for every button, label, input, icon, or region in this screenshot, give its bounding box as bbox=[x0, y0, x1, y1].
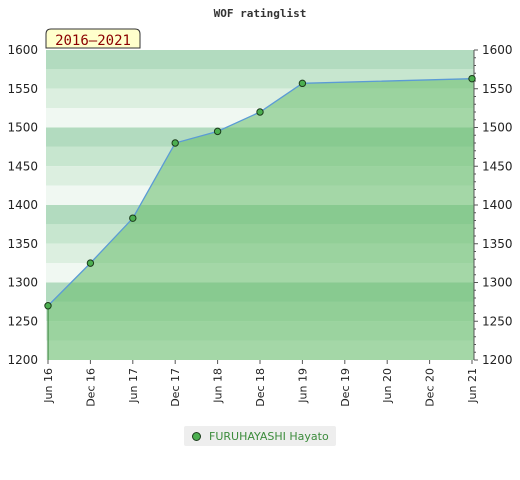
chart-title: WOF ratinglist bbox=[214, 7, 307, 20]
data-point bbox=[129, 214, 137, 222]
y-tick-label-left: 1300 bbox=[7, 276, 38, 290]
period-badge-label: 2016–2021 bbox=[55, 33, 131, 49]
data-point bbox=[256, 108, 264, 116]
x-tick-label: Jun 19 bbox=[296, 368, 309, 404]
data-point bbox=[213, 127, 222, 136]
y-tick-label-left: 1200 bbox=[7, 353, 38, 367]
x-tick-label: Jun 20 bbox=[381, 368, 394, 404]
x-tick-label: Dec 16 bbox=[84, 368, 97, 407]
y-tick-label-left: 1400 bbox=[7, 198, 38, 212]
y-tick-label-right: 1350 bbox=[482, 237, 513, 251]
y-tick-label-left: 1250 bbox=[7, 314, 38, 328]
y-tick-label-left: 1350 bbox=[7, 237, 38, 251]
legend-label: FURUHAYASHI Hayato bbox=[209, 429, 329, 443]
x-tick-label: Dec 19 bbox=[339, 368, 352, 407]
x-tick-label: Dec 18 bbox=[254, 368, 267, 407]
y-axis-left: 1200 1250 1300 1350 1400 1450 1500 1550 1600 bbox=[7, 43, 38, 367]
x-tick-label: Jun 17 bbox=[127, 368, 140, 404]
period-badge: 2016–2021 bbox=[45, 28, 141, 49]
legend-marker-icon bbox=[192, 431, 201, 441]
x-tick-label: Jun 18 bbox=[212, 368, 225, 404]
x-axis: Jun 16 Dec 16 Jun 17 Dec 17 Jun 18 Dec 18 Jun … bbox=[42, 360, 479, 407]
data-point bbox=[171, 139, 179, 147]
x-tick-label: Dec 17 bbox=[169, 368, 182, 407]
legend: FURUHAYASHI Hayato bbox=[184, 426, 336, 446]
y-axis-right: 1200 1250 1300 1350 1400 1450 1500 1550 1600 bbox=[473, 43, 513, 367]
y-tick-label-left: 1550 bbox=[7, 82, 38, 96]
y-tick-label-right: 1250 bbox=[482, 314, 513, 328]
y-tick-label-right: 1200 bbox=[482, 353, 513, 367]
data-point bbox=[44, 302, 52, 310]
y-tick-label-right: 1600 bbox=[482, 43, 513, 57]
y-tick-label-right: 1450 bbox=[482, 159, 513, 173]
y-tick-label-right: 1300 bbox=[482, 276, 513, 290]
y-tick-label-right: 1550 bbox=[482, 82, 513, 96]
y-tick-label-left: 1600 bbox=[7, 43, 38, 57]
series-area-fill bbox=[48, 78, 474, 361]
y-tick-label-right: 1400 bbox=[482, 198, 513, 212]
series-line bbox=[47, 78, 473, 307]
series-markers bbox=[44, 74, 476, 360]
y-tick-label-left: 1500 bbox=[7, 121, 38, 135]
x-tick-label: Dec 20 bbox=[424, 368, 437, 407]
x-tick-label: Jun 16 bbox=[42, 368, 55, 404]
y-tick-label-left: 1450 bbox=[7, 159, 38, 173]
grid-band bbox=[46, 50, 474, 70]
data-point bbox=[298, 79, 307, 88]
data-point bbox=[86, 259, 95, 267]
data-point bbox=[468, 74, 476, 83]
series-area bbox=[47, 78, 474, 361]
y-tick-label-right: 1500 bbox=[482, 121, 513, 135]
x-tick-label: Jun 21 bbox=[466, 368, 479, 404]
